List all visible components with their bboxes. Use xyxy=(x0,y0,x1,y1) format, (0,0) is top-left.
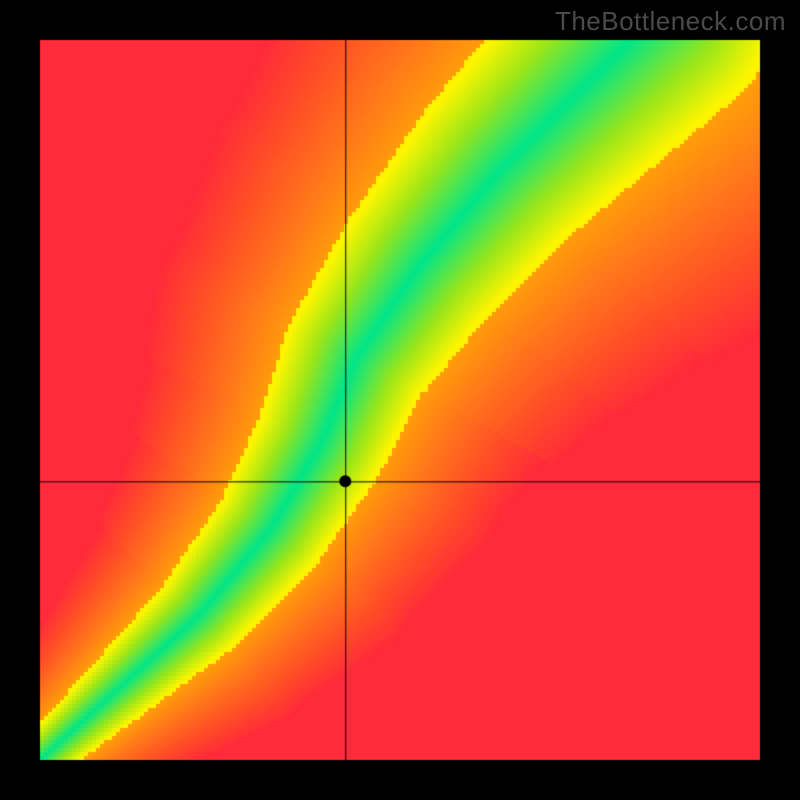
bottleneck-heatmap xyxy=(0,0,800,800)
watermark-text: TheBottleneck.com xyxy=(555,6,786,37)
